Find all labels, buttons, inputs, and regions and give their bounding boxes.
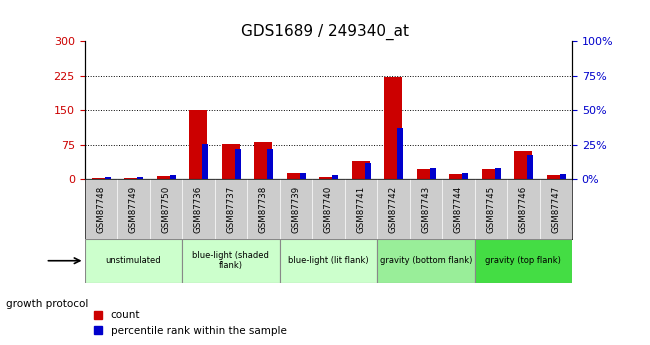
Text: GSM87743: GSM87743 xyxy=(421,185,430,233)
Text: GSM87750: GSM87750 xyxy=(161,185,170,233)
Bar xyxy=(547,175,565,179)
Text: unstimulated: unstimulated xyxy=(105,256,161,265)
Text: GSM87738: GSM87738 xyxy=(259,185,268,233)
Bar xyxy=(560,174,566,179)
Bar xyxy=(170,175,176,179)
Bar xyxy=(300,172,306,179)
Bar xyxy=(333,175,338,179)
Text: GSM87747: GSM87747 xyxy=(551,185,560,233)
Bar xyxy=(474,238,572,283)
Text: GSM87745: GSM87745 xyxy=(486,185,495,233)
Bar xyxy=(430,168,436,179)
Bar xyxy=(377,238,474,283)
Text: growth protocol: growth protocol xyxy=(6,299,89,308)
Text: GSM87737: GSM87737 xyxy=(226,185,235,233)
Bar xyxy=(235,149,240,179)
Text: GDS1689 / 249340_at: GDS1689 / 249340_at xyxy=(241,24,409,40)
Text: GSM87740: GSM87740 xyxy=(324,185,333,233)
Bar xyxy=(417,169,435,179)
Bar xyxy=(384,77,402,179)
Text: GSM87741: GSM87741 xyxy=(356,185,365,233)
Text: GSM87742: GSM87742 xyxy=(389,185,398,233)
Bar xyxy=(157,176,175,179)
Bar xyxy=(287,172,305,179)
Text: GSM87736: GSM87736 xyxy=(194,185,203,233)
Bar xyxy=(319,177,337,179)
Bar xyxy=(182,238,280,283)
Text: GSM87744: GSM87744 xyxy=(454,185,463,233)
Text: GSM87749: GSM87749 xyxy=(129,185,138,233)
Bar xyxy=(280,238,377,283)
Bar xyxy=(189,110,207,179)
Bar xyxy=(352,161,370,179)
Text: GSM87748: GSM87748 xyxy=(96,185,105,233)
Text: gravity (top flank): gravity (top flank) xyxy=(486,256,561,265)
Bar xyxy=(254,142,272,179)
Text: blue-light (lit flank): blue-light (lit flank) xyxy=(288,256,369,265)
Bar xyxy=(222,144,240,179)
Bar xyxy=(268,149,273,179)
Bar xyxy=(463,172,468,179)
Text: GSM87746: GSM87746 xyxy=(519,185,528,233)
Bar xyxy=(365,163,370,179)
Legend: count, percentile rank within the sample: count, percentile rank within the sample xyxy=(90,306,291,340)
Bar xyxy=(495,168,500,179)
Bar xyxy=(528,155,534,179)
Text: GSM87739: GSM87739 xyxy=(291,185,300,233)
Bar xyxy=(482,169,500,179)
Bar xyxy=(84,238,182,283)
Bar xyxy=(124,178,142,179)
Text: gravity (bottom flank): gravity (bottom flank) xyxy=(380,256,472,265)
Bar xyxy=(449,174,467,179)
Bar xyxy=(398,128,403,179)
Bar xyxy=(138,177,143,179)
Bar xyxy=(92,178,110,179)
Text: blue-light (shaded
flank): blue-light (shaded flank) xyxy=(192,251,269,270)
Bar xyxy=(514,151,532,179)
Bar xyxy=(105,177,110,179)
Bar xyxy=(203,144,208,179)
